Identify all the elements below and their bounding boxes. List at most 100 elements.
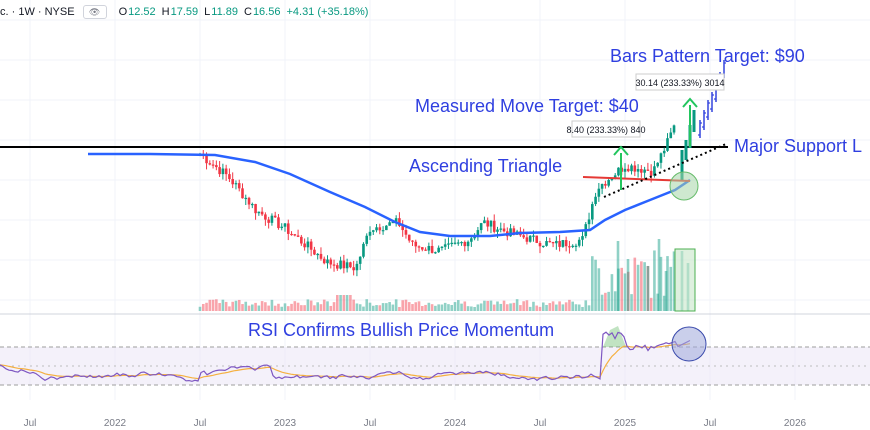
candle-body [224, 168, 228, 175]
symbol-label: c. · 1W · NYSE [0, 6, 75, 18]
candle-body [597, 188, 601, 197]
volume-bar [398, 306, 401, 311]
candle-body [398, 218, 401, 226]
x-axis-label: Jul [24, 418, 37, 429]
candle-body [623, 168, 627, 172]
volume-bar [519, 305, 522, 311]
candle-body [329, 259, 333, 265]
candle-body [257, 211, 261, 214]
candle-body [430, 245, 434, 253]
x-axis-label: 2024 [444, 418, 467, 429]
volume-bar [604, 292, 607, 311]
volume-bar [394, 299, 398, 311]
candle-body [280, 226, 284, 229]
volume-bar [659, 256, 663, 311]
candle-body [538, 242, 542, 247]
candle-body [231, 179, 234, 185]
candle-body [342, 260, 346, 269]
volume-bar [313, 305, 316, 311]
candle-body [666, 138, 669, 151]
volume-bar [672, 251, 676, 311]
volume-bar [610, 274, 614, 311]
candle-body [290, 233, 293, 236]
volume-bar [450, 304, 454, 311]
candle-body [218, 167, 221, 175]
candle-body [636, 169, 640, 172]
candle-body [391, 221, 395, 224]
candle-body [407, 234, 411, 241]
candle-body [211, 164, 215, 166]
volume-bar [479, 303, 483, 311]
candle-body [345, 262, 349, 269]
visibility-toggle-icon[interactable]: 👁 [82, 5, 107, 19]
volume-bar [404, 299, 408, 311]
volume-bar [620, 267, 624, 311]
measure-label-1-text: 8.40 (233.33%) 840 [566, 125, 645, 135]
candle-body [427, 245, 431, 251]
volume-bar [555, 304, 558, 311]
volume-bar [218, 303, 221, 311]
volume-bar [391, 304, 395, 311]
volume-bar [352, 299, 355, 311]
volume-bar [443, 302, 447, 311]
candle-body [306, 241, 310, 248]
candle-body [656, 162, 659, 167]
close-key: C [243, 6, 252, 18]
volume-bar [538, 306, 542, 311]
candle-body [561, 240, 565, 247]
volume-bar [424, 304, 427, 311]
candle-body [551, 242, 555, 244]
candle-body [388, 222, 391, 226]
candle-body [483, 220, 486, 224]
arrow-head [613, 145, 629, 156]
candle-body [371, 230, 375, 232]
candle-body [270, 215, 274, 223]
volume-bar [208, 299, 212, 311]
volume-bar [417, 301, 421, 311]
candle-body [568, 246, 571, 248]
volume-bar [339, 295, 342, 311]
measure-label-2-text: 30.14 (233.33%) 3014 [635, 78, 724, 88]
volume-bar [453, 302, 457, 311]
rsi-line [0, 331, 691, 382]
candle-body [489, 220, 493, 227]
volume-bar [532, 301, 535, 311]
candle-body [264, 214, 267, 220]
volume-bar [577, 304, 581, 311]
candle-body [626, 168, 630, 172]
low-key: L [204, 6, 211, 18]
candle-body [617, 167, 620, 176]
volume-bar [260, 301, 264, 311]
candle-body [604, 183, 607, 186]
volume-bar [355, 303, 359, 311]
rsi-circle [671, 326, 707, 362]
volume-bar [525, 300, 529, 311]
volume-bar [388, 302, 391, 311]
volume-bar [597, 268, 601, 311]
candle-body [613, 175, 617, 179]
candle-body [633, 165, 637, 172]
volume-bar [548, 303, 552, 311]
volume-bar [277, 303, 280, 311]
volume-bar [646, 266, 650, 311]
candle-body [221, 168, 225, 175]
candle-body [283, 223, 287, 227]
candle-body [234, 183, 238, 185]
candle-body [385, 225, 388, 231]
candle-body [460, 242, 463, 244]
volume-bar [561, 304, 565, 311]
volume-bar [657, 239, 661, 311]
volume-bar [381, 303, 385, 311]
candle-body [630, 165, 633, 172]
candle-body [440, 246, 444, 248]
triangle-support-line [603, 143, 727, 198]
volume-bar [649, 297, 653, 311]
candle-body [610, 178, 614, 181]
volume-bar [201, 303, 205, 311]
candle-body [646, 169, 650, 171]
volume-bar [231, 301, 234, 311]
volume-bar [215, 299, 218, 311]
candle-body [653, 166, 656, 176]
volume-bar [515, 299, 519, 311]
